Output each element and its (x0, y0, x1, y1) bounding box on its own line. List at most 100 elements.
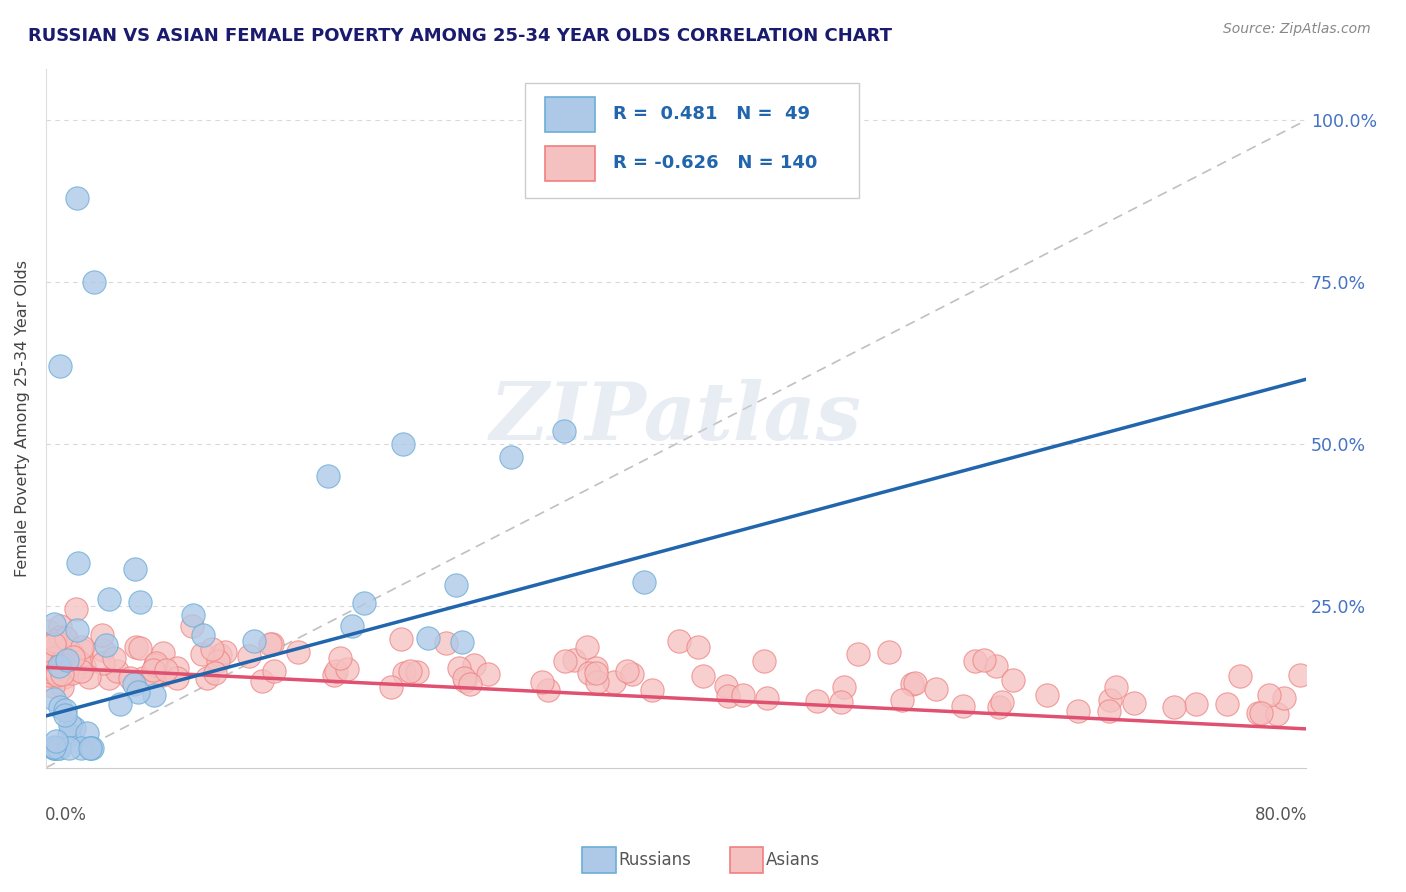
Point (41, 665, 63, 679)
Point (42, 739, 65, 754)
Point (250, 674, 273, 689)
Point (1274, 690, 1296, 705)
Point (42, 679, 65, 693)
Point (124, 562, 146, 576)
Point (42, 741, 65, 756)
Point (209, 648, 232, 663)
Point (325, 664, 347, 678)
Point (453, 674, 475, 689)
Point (204, 665, 226, 680)
Point (1163, 700, 1185, 714)
Point (562, 652, 585, 666)
Point (108, 697, 131, 711)
Point (42, 636, 65, 650)
Point (336, 662, 359, 676)
Point (190, 647, 212, 661)
Point (444, 578, 467, 592)
Point (59, 718, 82, 732)
Point (1289, 668, 1312, 682)
Point (686, 640, 709, 654)
Point (891, 692, 914, 706)
Point (1123, 696, 1146, 710)
Point (42, 637, 65, 651)
Point (77, 670, 100, 684)
Point (150, 667, 173, 681)
Point (166, 671, 188, 685)
Point (586, 674, 609, 689)
Point (46, 652, 69, 666)
Point (731, 688, 754, 702)
Point (1098, 704, 1121, 718)
Point (195, 671, 218, 685)
Point (453, 672, 475, 686)
Point (214, 645, 236, 659)
Point (63, 721, 86, 735)
Point (91, 656, 114, 670)
Point (585, 660, 607, 674)
Point (530, 675, 553, 690)
Point (48, 619, 70, 633)
Point (499, 450, 522, 464)
Text: Asians: Asians (766, 851, 820, 869)
Point (416, 631, 439, 645)
Point (316, 469, 339, 483)
Point (62, 650, 84, 665)
Point (399, 664, 422, 678)
Point (1229, 669, 1251, 683)
Point (434, 636, 457, 650)
Point (145, 656, 167, 670)
Point (576, 640, 599, 654)
Point (1066, 704, 1088, 718)
Point (263, 664, 285, 678)
Point (45, 734, 67, 748)
Point (991, 695, 1014, 709)
Point (830, 695, 852, 709)
Point (641, 683, 664, 698)
Point (67, 655, 90, 669)
Point (1184, 697, 1206, 711)
Point (201, 641, 224, 656)
Point (53, 670, 76, 684)
Text: 0.0%: 0.0% (45, 806, 87, 824)
Point (633, 575, 655, 590)
Point (755, 691, 778, 706)
Point (51, 667, 73, 681)
Point (143, 658, 166, 673)
Point (537, 683, 560, 698)
Point (37, 656, 59, 670)
Point (41, 651, 63, 665)
Point (70, 741, 93, 756)
Point (988, 700, 1011, 714)
Point (353, 596, 375, 610)
Point (243, 633, 266, 648)
Point (42, 617, 65, 632)
Point (53, 708, 76, 723)
Point (37, 624, 59, 638)
Point (155, 663, 177, 677)
Point (79, 741, 101, 756)
Point (616, 664, 638, 678)
Point (48, 359, 70, 374)
Point (193, 628, 215, 642)
Point (44, 634, 66, 648)
Point (46, 741, 69, 756)
Point (391, 437, 413, 451)
Text: RUSSIAN VS ASIAN FEMALE POVERTY AMONG 25-34 YEAR OLDS CORRELATION CHART: RUSSIAN VS ASIAN FEMALE POVERTY AMONG 25… (28, 27, 893, 45)
Point (51, 680, 73, 694)
Point (602, 675, 624, 690)
Point (127, 685, 149, 699)
Point (380, 680, 402, 694)
Point (1247, 706, 1270, 721)
Point (66, 191, 89, 205)
Point (56, 642, 79, 657)
Point (70, 640, 93, 654)
Point (53, 631, 76, 645)
Point (42, 741, 65, 756)
Point (389, 632, 412, 647)
Point (984, 658, 1007, 673)
Point (578, 666, 600, 681)
Point (125, 640, 148, 655)
Point (79, 741, 101, 756)
Point (98, 671, 121, 685)
Point (56, 653, 79, 667)
